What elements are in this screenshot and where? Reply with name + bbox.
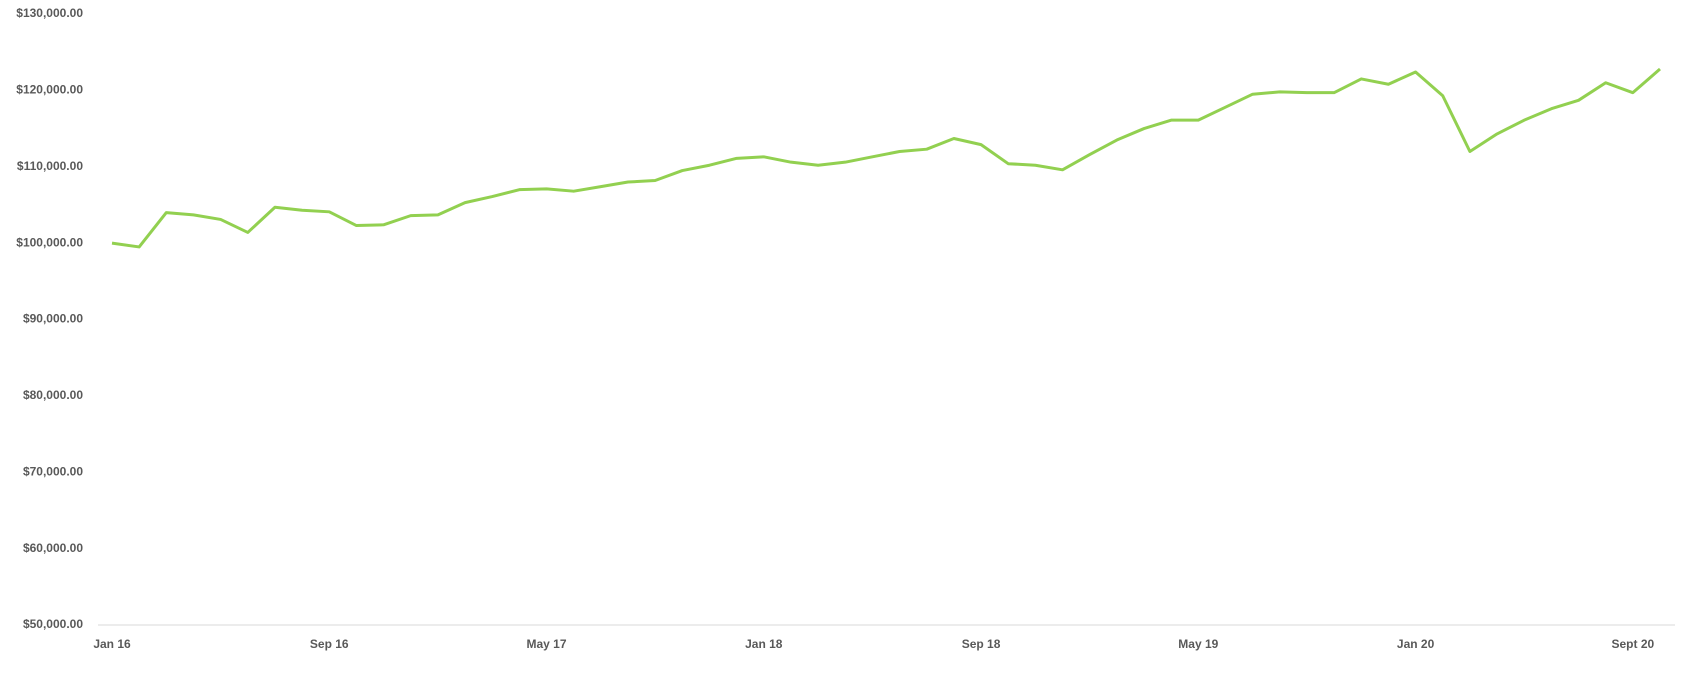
line bbox=[111, 67, 1661, 249]
y-tick-label: $90,000.00 bbox=[23, 312, 83, 326]
y-tick-label: $70,000.00 bbox=[23, 464, 83, 478]
y-tick-label: $50,000.00 bbox=[23, 617, 83, 631]
y-tick-label: $100,000.00 bbox=[16, 235, 83, 249]
x-tick-label: Sep 16 bbox=[310, 637, 349, 651]
x-tick-label: May 19 bbox=[1178, 637, 1218, 651]
x-tick-label: May 17 bbox=[527, 637, 567, 651]
x-tick-label: Sept 20 bbox=[1611, 637, 1654, 651]
y-tick-label: $120,000.00 bbox=[16, 83, 83, 97]
y-tick-label: $60,000.00 bbox=[23, 541, 83, 555]
y-tick-label: $130,000.00 bbox=[16, 6, 83, 20]
y-tick-label: $110,000.00 bbox=[17, 159, 83, 173]
x-tick-label: Jan 16 bbox=[93, 637, 131, 651]
x-tick-label: Jan 20 bbox=[1397, 637, 1435, 651]
x-tick-label: Sep 18 bbox=[962, 637, 1001, 651]
x-tick-label: Jan 18 bbox=[745, 637, 783, 651]
y-tick-label: $80,000.00 bbox=[23, 388, 83, 402]
